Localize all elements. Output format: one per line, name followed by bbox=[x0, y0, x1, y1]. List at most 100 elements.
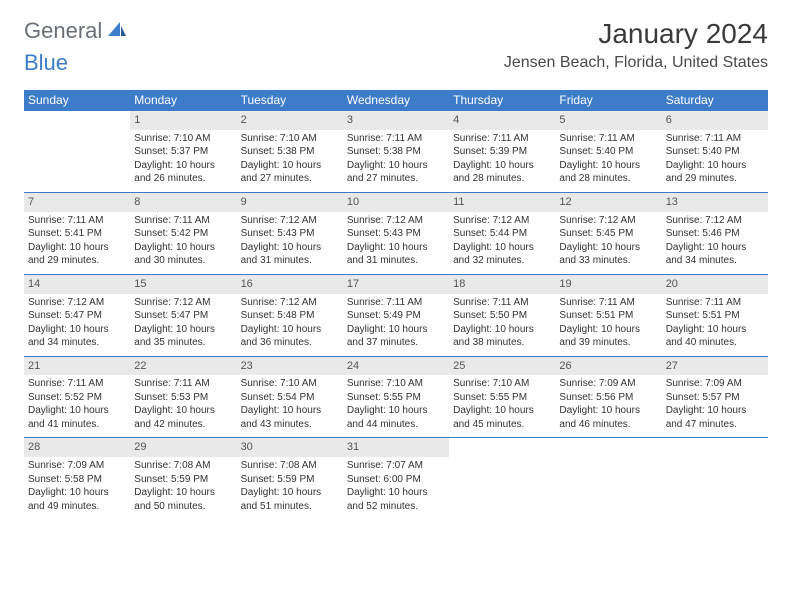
daylight-text-1: Daylight: 10 hours bbox=[28, 241, 126, 255]
sunrise-text: Sunrise: 7:11 AM bbox=[453, 296, 551, 310]
daylight-text-1: Daylight: 10 hours bbox=[453, 404, 551, 418]
day-cell bbox=[555, 457, 661, 519]
daylight-text-1: Daylight: 10 hours bbox=[134, 486, 232, 500]
daylight-text-1: Daylight: 10 hours bbox=[666, 404, 764, 418]
daylight-text-1: Daylight: 10 hours bbox=[559, 323, 657, 337]
day-number: 19 bbox=[555, 274, 661, 293]
daylight-text-2: and 44 minutes. bbox=[347, 418, 445, 432]
daylight-text-1: Daylight: 10 hours bbox=[241, 159, 339, 173]
sunrise-text: Sunrise: 7:08 AM bbox=[134, 459, 232, 473]
day-cell bbox=[662, 457, 768, 519]
day-cell: Sunrise: 7:11 AMSunset: 5:51 PMDaylight:… bbox=[662, 294, 768, 357]
day-number: 11 bbox=[449, 192, 555, 211]
sunset-text: Sunset: 5:37 PM bbox=[134, 145, 232, 159]
daylight-text-2: and 51 minutes. bbox=[241, 500, 339, 514]
day-number: 12 bbox=[555, 192, 661, 211]
calendar-table: Sunday Monday Tuesday Wednesday Thursday… bbox=[24, 90, 768, 519]
day-number: 21 bbox=[24, 356, 130, 375]
day-content-row: Sunrise: 7:11 AMSunset: 5:41 PMDaylight:… bbox=[24, 212, 768, 275]
daylight-text-1: Daylight: 10 hours bbox=[241, 404, 339, 418]
sunset-text: Sunset: 6:00 PM bbox=[347, 473, 445, 487]
daylight-text-1: Daylight: 10 hours bbox=[347, 486, 445, 500]
daylight-text-1: Daylight: 10 hours bbox=[559, 241, 657, 255]
weekday-header: Monday bbox=[130, 90, 236, 111]
weekday-header: Friday bbox=[555, 90, 661, 111]
day-cell bbox=[449, 457, 555, 519]
day-cell: Sunrise: 7:11 AMSunset: 5:53 PMDaylight:… bbox=[130, 375, 236, 438]
day-number: 30 bbox=[237, 438, 343, 457]
sunset-text: Sunset: 5:40 PM bbox=[559, 145, 657, 159]
day-content-row: Sunrise: 7:09 AMSunset: 5:58 PMDaylight:… bbox=[24, 457, 768, 519]
daylight-text-2: and 37 minutes. bbox=[347, 336, 445, 350]
sunrise-text: Sunrise: 7:11 AM bbox=[559, 296, 657, 310]
daylight-text-2: and 27 minutes. bbox=[347, 172, 445, 186]
daylight-text-2: and 31 minutes. bbox=[241, 254, 339, 268]
daylight-text-2: and 29 minutes. bbox=[28, 254, 126, 268]
sunrise-text: Sunrise: 7:11 AM bbox=[453, 132, 551, 146]
sunrise-text: Sunrise: 7:12 AM bbox=[28, 296, 126, 310]
day-cell: Sunrise: 7:11 AMSunset: 5:49 PMDaylight:… bbox=[343, 294, 449, 357]
daylight-text-2: and 34 minutes. bbox=[28, 336, 126, 350]
daylight-text-2: and 41 minutes. bbox=[28, 418, 126, 432]
sunrise-text: Sunrise: 7:08 AM bbox=[241, 459, 339, 473]
day-number-row: 28293031 bbox=[24, 438, 768, 457]
weekday-header: Thursday bbox=[449, 90, 555, 111]
day-cell: Sunrise: 7:09 AMSunset: 5:56 PMDaylight:… bbox=[555, 375, 661, 438]
sunrise-text: Sunrise: 7:12 AM bbox=[559, 214, 657, 228]
sunset-text: Sunset: 5:50 PM bbox=[453, 309, 551, 323]
daylight-text-2: and 43 minutes. bbox=[241, 418, 339, 432]
day-number: 10 bbox=[343, 192, 449, 211]
sunset-text: Sunset: 5:58 PM bbox=[28, 473, 126, 487]
day-cell: Sunrise: 7:10 AMSunset: 5:55 PMDaylight:… bbox=[343, 375, 449, 438]
day-number: 29 bbox=[130, 438, 236, 457]
sunrise-text: Sunrise: 7:11 AM bbox=[134, 377, 232, 391]
sunset-text: Sunset: 5:51 PM bbox=[666, 309, 764, 323]
daylight-text-2: and 36 minutes. bbox=[241, 336, 339, 350]
day-number: 1 bbox=[130, 111, 236, 130]
daylight-text-2: and 40 minutes. bbox=[666, 336, 764, 350]
sunset-text: Sunset: 5:49 PM bbox=[347, 309, 445, 323]
location: Jensen Beach, Florida, United States bbox=[504, 54, 768, 72]
sunrise-text: Sunrise: 7:09 AM bbox=[666, 377, 764, 391]
day-number: 3 bbox=[343, 111, 449, 130]
daylight-text-1: Daylight: 10 hours bbox=[28, 404, 126, 418]
sunset-text: Sunset: 5:59 PM bbox=[134, 473, 232, 487]
day-number: 28 bbox=[24, 438, 130, 457]
day-cell: Sunrise: 7:11 AMSunset: 5:52 PMDaylight:… bbox=[24, 375, 130, 438]
daylight-text-2: and 45 minutes. bbox=[453, 418, 551, 432]
daylight-text-1: Daylight: 10 hours bbox=[347, 404, 445, 418]
daylight-text-1: Daylight: 10 hours bbox=[453, 159, 551, 173]
day-content-row: Sunrise: 7:10 AMSunset: 5:37 PMDaylight:… bbox=[24, 130, 768, 193]
daylight-text-2: and 47 minutes. bbox=[666, 418, 764, 432]
day-cell: Sunrise: 7:11 AMSunset: 5:38 PMDaylight:… bbox=[343, 130, 449, 193]
day-cell: Sunrise: 7:12 AMSunset: 5:47 PMDaylight:… bbox=[130, 294, 236, 357]
daylight-text-2: and 31 minutes. bbox=[347, 254, 445, 268]
daylight-text-1: Daylight: 10 hours bbox=[347, 159, 445, 173]
day-number: 14 bbox=[24, 274, 130, 293]
day-number: 15 bbox=[130, 274, 236, 293]
daylight-text-2: and 52 minutes. bbox=[347, 500, 445, 514]
day-number-row: 78910111213 bbox=[24, 192, 768, 211]
daylight-text-2: and 28 minutes. bbox=[453, 172, 551, 186]
sunrise-text: Sunrise: 7:11 AM bbox=[347, 132, 445, 146]
sunset-text: Sunset: 5:56 PM bbox=[559, 391, 657, 405]
month-title: January 2024 bbox=[504, 18, 768, 50]
sunset-text: Sunset: 5:57 PM bbox=[666, 391, 764, 405]
day-number-row: 123456 bbox=[24, 111, 768, 130]
day-number: 13 bbox=[662, 192, 768, 211]
day-cell: Sunrise: 7:11 AMSunset: 5:51 PMDaylight:… bbox=[555, 294, 661, 357]
sunrise-text: Sunrise: 7:12 AM bbox=[666, 214, 764, 228]
day-number: 9 bbox=[237, 192, 343, 211]
day-cell: Sunrise: 7:12 AMSunset: 5:43 PMDaylight:… bbox=[343, 212, 449, 275]
sunset-text: Sunset: 5:38 PM bbox=[347, 145, 445, 159]
sunrise-text: Sunrise: 7:11 AM bbox=[666, 132, 764, 146]
day-cell: Sunrise: 7:08 AMSunset: 5:59 PMDaylight:… bbox=[237, 457, 343, 519]
day-content-row: Sunrise: 7:11 AMSunset: 5:52 PMDaylight:… bbox=[24, 375, 768, 438]
sunset-text: Sunset: 5:45 PM bbox=[559, 227, 657, 241]
sunrise-text: Sunrise: 7:12 AM bbox=[241, 296, 339, 310]
day-cell: Sunrise: 7:12 AMSunset: 5:45 PMDaylight:… bbox=[555, 212, 661, 275]
day-number-row: 14151617181920 bbox=[24, 274, 768, 293]
day-number: 2 bbox=[237, 111, 343, 130]
daylight-text-2: and 39 minutes. bbox=[559, 336, 657, 350]
day-number: 18 bbox=[449, 274, 555, 293]
